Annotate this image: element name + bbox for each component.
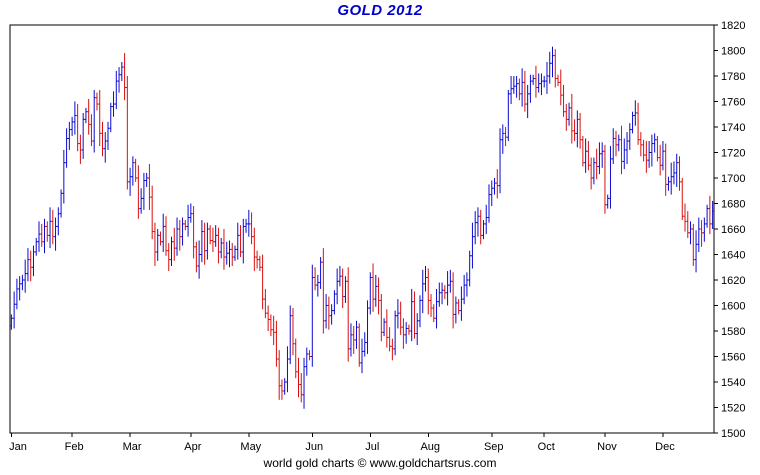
- svg-text:Aug: Aug: [420, 441, 440, 453]
- svg-text:1680: 1680: [721, 199, 745, 211]
- svg-text:Feb: Feb: [65, 441, 84, 453]
- svg-text:May: May: [240, 441, 261, 453]
- svg-text:1540: 1540: [721, 377, 745, 389]
- svg-text:1580: 1580: [721, 326, 745, 338]
- svg-text:1800: 1800: [721, 46, 745, 58]
- footer-credit: world gold charts © www.goldchartsrus.co…: [263, 456, 497, 470]
- svg-text:Jan: Jan: [9, 441, 27, 453]
- svg-text:Jun: Jun: [305, 441, 323, 453]
- svg-text:1740: 1740: [721, 122, 745, 134]
- svg-text:1760: 1760: [721, 97, 745, 109]
- svg-text:Oct: Oct: [538, 441, 555, 453]
- svg-text:Jul: Jul: [365, 441, 379, 453]
- svg-text:1500: 1500: [721, 428, 745, 440]
- svg-text:Apr: Apr: [184, 441, 201, 453]
- svg-text:1780: 1780: [721, 71, 745, 83]
- svg-text:1820: 1820: [721, 21, 745, 32]
- svg-text:1720: 1720: [721, 148, 745, 160]
- x-axis: Jan Feb Mar Apr May Jun Jul Aug Sep Oct Nov Dec: [9, 433, 675, 453]
- svg-text:Dec: Dec: [655, 441, 675, 453]
- svg-text:1520: 1520: [721, 403, 745, 415]
- svg-text:Nov: Nov: [597, 441, 617, 453]
- svg-text:1660: 1660: [721, 224, 745, 236]
- svg-text:1620: 1620: [721, 275, 745, 287]
- chart-title: GOLD 2012: [337, 2, 423, 19]
- svg-text:1600: 1600: [721, 301, 745, 313]
- svg-text:Mar: Mar: [123, 441, 142, 453]
- svg-text:1560: 1560: [721, 352, 745, 364]
- price-chart-svg: 1500 1520 1540 1560 1580 1600 1620 1640 1660 1680…: [9, 21, 745, 453]
- ohlc-bars: [9, 46, 715, 409]
- y-axis: 1500 1520 1540 1560 1580 1600 1620 1640 1660 1680…: [714, 21, 745, 440]
- svg-text:Sep: Sep: [484, 441, 504, 453]
- svg-text:1700: 1700: [721, 173, 745, 185]
- svg-text:1640: 1640: [721, 250, 745, 262]
